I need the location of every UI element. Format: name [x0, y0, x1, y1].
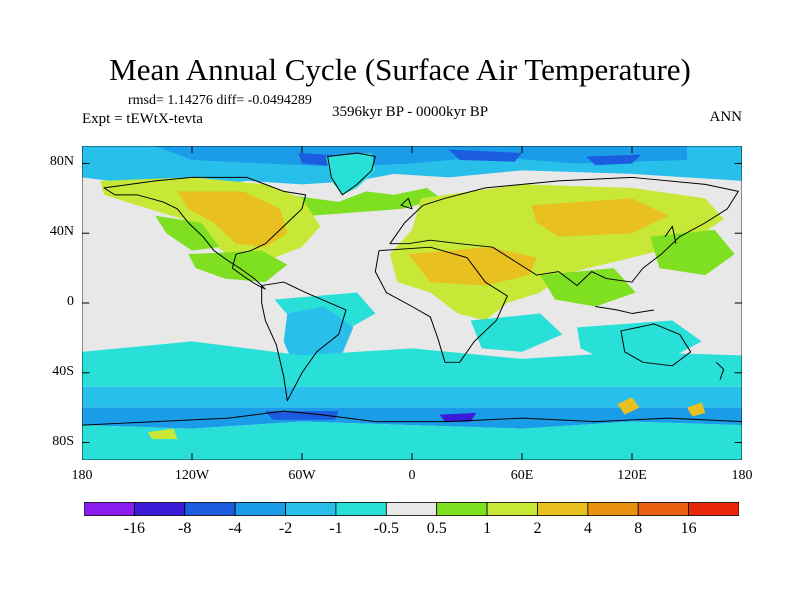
coastlines [82, 152, 742, 426]
arctic-deep-cold-patch [448, 149, 522, 162]
coastline-south-america [261, 281, 347, 402]
coastline-greenland [327, 152, 376, 196]
colorbar-swatch [637, 502, 690, 516]
colorbar-swatch [84, 502, 135, 516]
latitude-label: 40S [52, 363, 74, 379]
greenland-region [325, 152, 376, 195]
colorbar-label: 8 [634, 520, 643, 537]
antarctic-warm-patch [687, 402, 706, 417]
colorbar-label: -16 [123, 520, 146, 537]
colorbar-label: -2 [278, 520, 293, 537]
coastline-antarctica [82, 410, 742, 426]
coastline-north-america [103, 176, 307, 290]
colorbar-label: 16 [680, 520, 697, 537]
colorbar-label: 1 [483, 520, 492, 537]
latitude-label: 0 [67, 294, 74, 309]
antarctic-warm-patch [148, 428, 178, 440]
antarctica-cool [82, 421, 742, 460]
colorbar-swatch [436, 502, 488, 516]
latitude-label: 80S [52, 433, 74, 449]
colorbar-label: -4 [228, 520, 242, 537]
colorbar-label: 0.5 [426, 520, 447, 537]
longitude-label: 120W [174, 468, 210, 483]
south-asia-warm [540, 268, 636, 307]
colorbar-swatch [234, 502, 286, 516]
temperature-anomaly-map [82, 146, 742, 460]
latitude-label: 80N [49, 154, 74, 170]
north-pacific-warm [155, 215, 220, 251]
central-asia-strong-warm [531, 198, 669, 237]
colorbar-swatch [285, 502, 337, 516]
longitude-label: 120E [617, 468, 647, 483]
southern-ocean-cool-band [82, 341, 742, 387]
north-atlantic-warm-band [287, 187, 442, 216]
rmsd-diff-stats: rmsd= 1.14276 diff= -0.0494289 [128, 93, 312, 108]
longitude-label: 60E [510, 468, 534, 483]
antarctic-deep-cold-patch [439, 412, 477, 422]
coastline-eurasia [389, 176, 739, 287]
antarctic-margin-cold [82, 407, 742, 429]
longitude-label: 0 [408, 468, 416, 483]
colorbar-label: -1 [329, 520, 343, 537]
longitude-label: 180 [731, 468, 753, 483]
antarctic-deep-cold-patch [265, 411, 339, 420]
central-america-warm [188, 250, 288, 283]
sahara-arabia-strong-warm [408, 247, 537, 286]
map-ticks [82, 146, 742, 460]
antarctic-warm-patch [617, 397, 640, 415]
asia-east-warm [650, 229, 735, 276]
colorbar-swatch [587, 502, 639, 516]
experiment-label: Expt = tEWtX-tevta [82, 111, 203, 127]
colorbar-swatch [385, 502, 438, 516]
longitude-label: 180 [71, 468, 93, 483]
colorbar-swatch [335, 502, 387, 516]
season-label: ANN [709, 109, 743, 125]
arctic-strong-cold [155, 146, 687, 167]
colorbar-label: 4 [583, 520, 592, 537]
north-america-strong-warm [177, 191, 288, 248]
coastline-uk [400, 197, 413, 210]
colorbar-swatch [688, 502, 739, 516]
colorbar-label: 2 [533, 520, 542, 537]
southern-ocean-cold-band [82, 386, 742, 408]
coastline-indonesia [595, 306, 655, 314]
arctic-deep-cold-patch [586, 154, 642, 166]
colorbar-swatch [486, 502, 538, 516]
coastline-japan [664, 225, 677, 244]
colorbar-label: -8 [178, 520, 192, 537]
coastline-australia [620, 323, 692, 367]
coastline-new-zealand [715, 361, 725, 380]
colorbar-swatch [133, 502, 186, 516]
colorbar [84, 502, 739, 516]
colorbar-swatch [184, 502, 236, 516]
latitude-label: 40N [49, 224, 74, 240]
plot-title: Mean Annual Cycle (Surface Air Temperatu… [109, 52, 691, 87]
longitude-label: 60W [288, 468, 316, 483]
coastline-africa [374, 246, 508, 363]
colorbar-swatch [537, 502, 589, 516]
colorbar-label: -0.5 [373, 520, 399, 537]
time-period-label: 3596kyr BP - 0000kyr BP [331, 104, 489, 120]
